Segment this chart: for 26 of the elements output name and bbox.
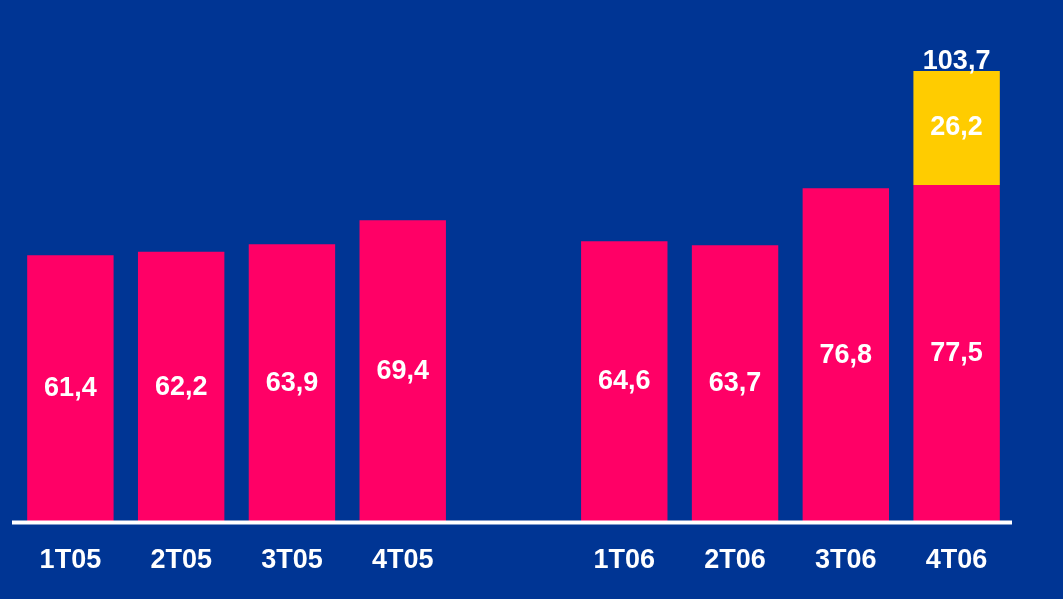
x-tick-label: 3T05 (261, 544, 323, 575)
bar (913, 185, 1000, 523)
x-tick-label: 2T05 (150, 544, 212, 575)
x-tick-label: 2T06 (704, 544, 766, 575)
bar (691, 245, 779, 523)
x-tick-label: 1T06 (593, 544, 656, 575)
bar (359, 220, 446, 523)
bar (137, 251, 225, 523)
total-label: 103,7 (922, 44, 991, 75)
x-tick-label: 1T05 (39, 544, 102, 575)
data-label: 69,4 (376, 354, 429, 385)
bar (802, 188, 890, 523)
data-label: 62,2 (154, 370, 208, 401)
data-label: 77,5 (930, 337, 983, 368)
data-label: 26,2 (930, 111, 983, 142)
data-label: 63,7 (708, 367, 762, 398)
data-label: 61,4 (44, 372, 97, 403)
x-tick-label: 3T06 (815, 544, 877, 575)
bar (27, 255, 114, 523)
x-tick-label: 4T06 (925, 544, 988, 575)
data-label: 64,6 (598, 365, 651, 396)
x-tick-label: 4T05 (371, 544, 434, 575)
data-label: 76,8 (819, 338, 873, 369)
bar (581, 241, 668, 523)
bar (248, 244, 336, 523)
data-label: 63,9 (265, 366, 319, 397)
